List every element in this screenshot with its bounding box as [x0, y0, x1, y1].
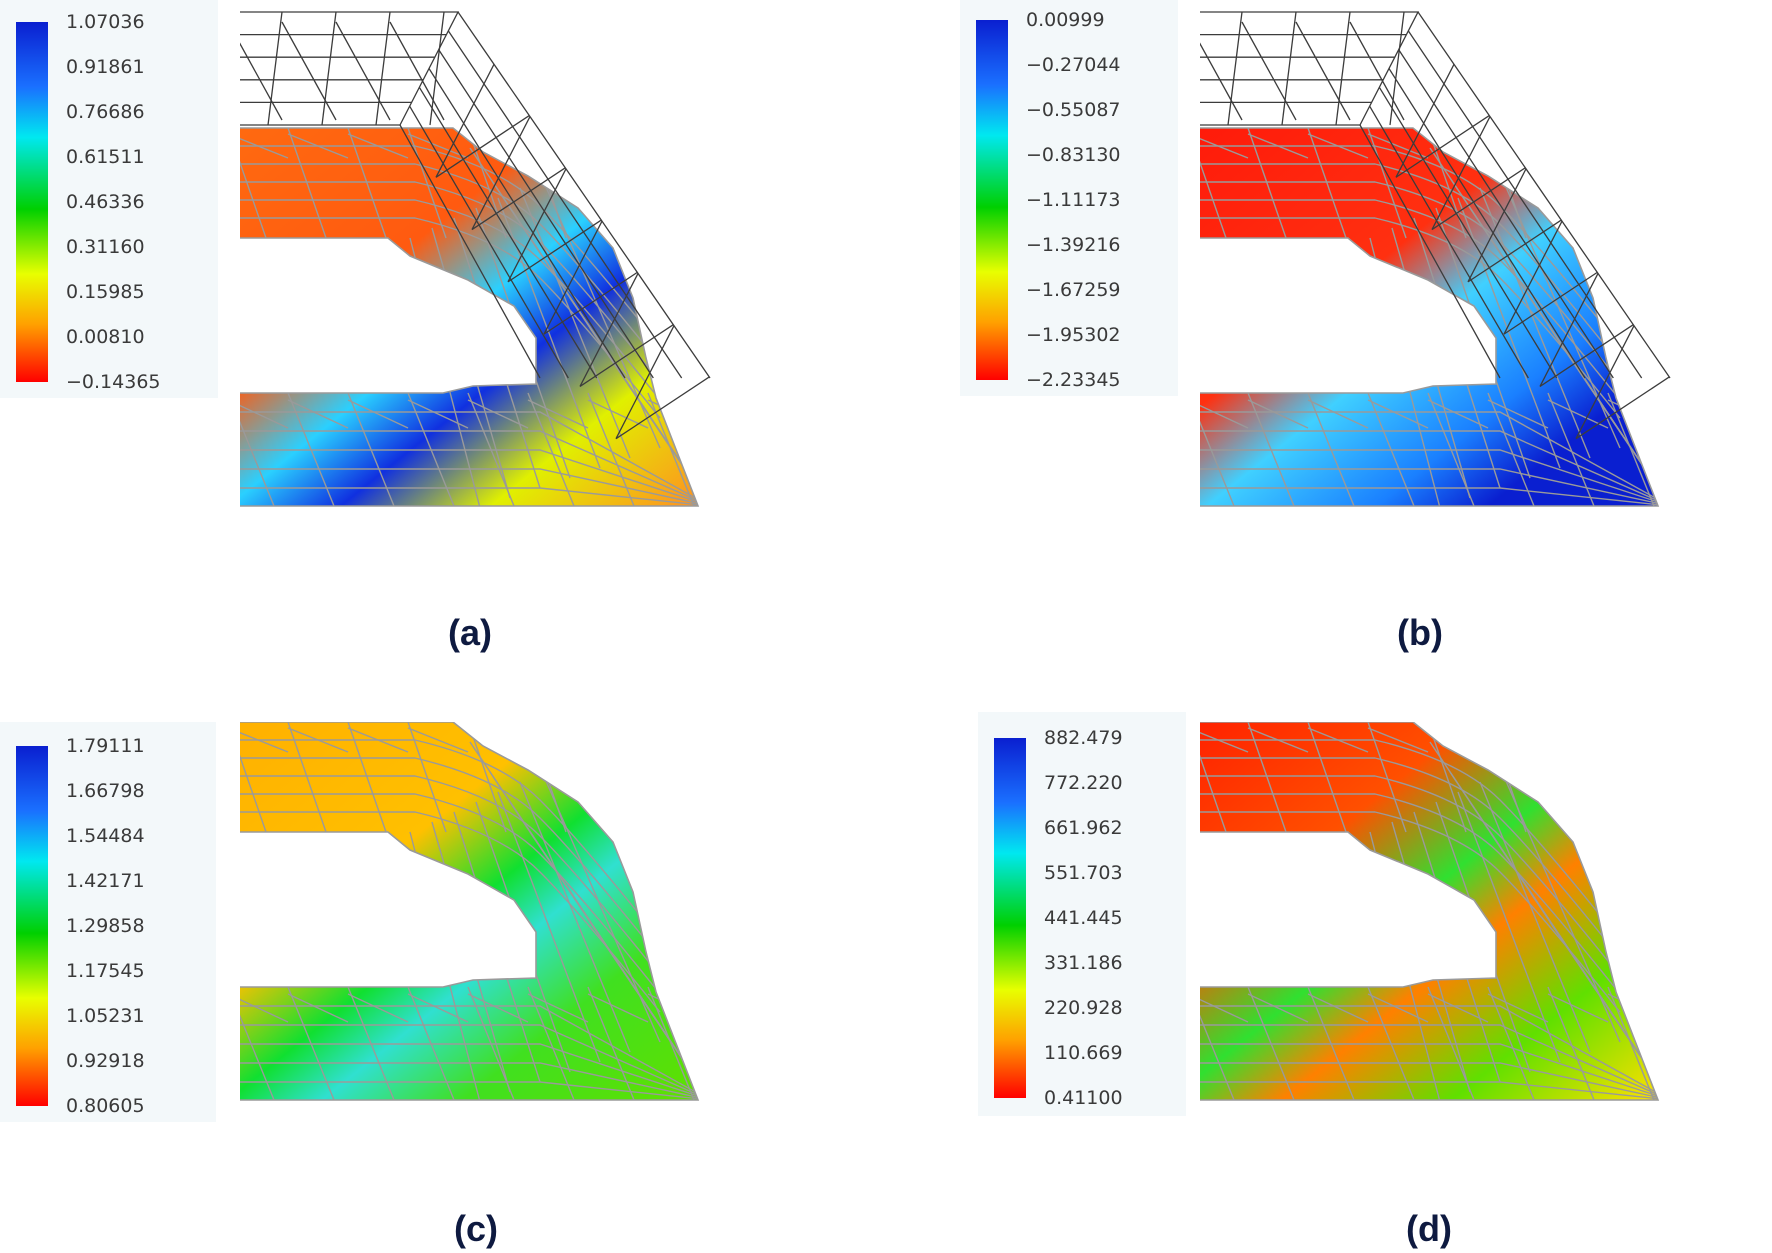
legend-value: −1.39216: [1026, 234, 1121, 256]
legend-value: 1.54484: [66, 825, 145, 847]
color-legend: 1.79111 1.66798 1.54484 1.42171 1.29858 1.175…: [0, 722, 216, 1122]
legend-value: 0.15985: [66, 281, 145, 303]
legend-value: −2.23345: [1026, 369, 1121, 391]
legend-value: 220.928: [1044, 997, 1123, 1019]
panel-d: 882.479 772.220 661.962 551.703 441.445 331.1…: [960, 712, 1772, 1253]
legend-value: −1.95302: [1026, 324, 1121, 346]
legend-value: 0.61511: [66, 146, 145, 168]
legend-value: 1.66798: [66, 780, 145, 802]
deformed-mesh-plot: [1200, 722, 1660, 1101]
legend-value: −0.14365: [66, 371, 161, 393]
legend-value: 0.00810: [66, 326, 145, 348]
legend-value: 441.445: [1044, 907, 1123, 929]
panel-caption: (c): [454, 1208, 498, 1249]
deformed-mesh-plot: [240, 11, 711, 507]
legend-value: 0.80605: [66, 1095, 145, 1117]
color-legend: 0.00999 −0.27044 −0.55087 −0.83130 −1.11173 −…: [960, 0, 1178, 396]
undeformed-mesh: [1200, 11, 1671, 440]
legend-value: −0.55087: [1026, 99, 1121, 121]
panel-b: 0.00999 −0.27044 −0.55087 −0.83130 −1.11173 −…: [960, 0, 1772, 653]
legend-value: 0.46336: [66, 191, 145, 213]
legend-value: 882.479: [1044, 727, 1123, 749]
legend-value: 0.41100: [1044, 1087, 1123, 1109]
legend-value: −1.67259: [1026, 279, 1121, 301]
panel-c: 1.79111 1.66798 1.54484 1.42171 1.29858 1.175…: [0, 722, 886, 1253]
legend-value: 1.42171: [66, 870, 145, 892]
legend-value: 0.31160: [66, 236, 145, 258]
legend-value: 110.669: [1044, 1042, 1123, 1064]
legend-value: −0.27044: [1026, 54, 1121, 76]
deformed-mesh-plot: [1200, 11, 1671, 507]
color-legend: 882.479 772.220 661.962 551.703 441.445 331.1…: [978, 712, 1186, 1116]
undeformed-mesh: [240, 11, 711, 440]
panel-caption: (d): [1406, 1208, 1452, 1249]
legend-value: 1.29858: [66, 915, 145, 937]
legend-value: 331.186: [1044, 952, 1123, 974]
legend-value: 1.79111: [66, 735, 145, 757]
panel-caption: (a): [448, 612, 492, 653]
color-legend: 1.07036 0.91861 0.76686 0.61511 0.46336 0.311…: [0, 0, 218, 398]
legend-value: 0.00999: [1026, 9, 1105, 31]
color-scale-bar: [16, 22, 48, 382]
color-scale-bar: [994, 738, 1026, 1098]
color-scale-bar: [976, 20, 1008, 380]
color-scale-bar: [16, 746, 48, 1106]
panel-caption: (b): [1397, 612, 1443, 653]
legend-value: 1.07036: [66, 11, 145, 33]
legend-value: −0.83130: [1026, 144, 1121, 166]
legend-value: 661.962: [1044, 817, 1123, 839]
panel-a: 1.07036 0.91861 0.76686 0.61511 0.46336 0.311…: [0, 0, 886, 653]
legend-value: 0.91861: [66, 56, 145, 78]
legend-value: 1.05231: [66, 1005, 145, 1027]
deformed-mesh-plot: [240, 722, 700, 1101]
legend-value: −1.11173: [1026, 189, 1121, 211]
legend-value: 0.76686: [66, 101, 145, 123]
legend-value: 0.92918: [66, 1050, 145, 1072]
legend-value: 1.17545: [66, 960, 145, 982]
legend-value: 551.703: [1044, 862, 1123, 884]
legend-value: 772.220: [1044, 772, 1123, 794]
